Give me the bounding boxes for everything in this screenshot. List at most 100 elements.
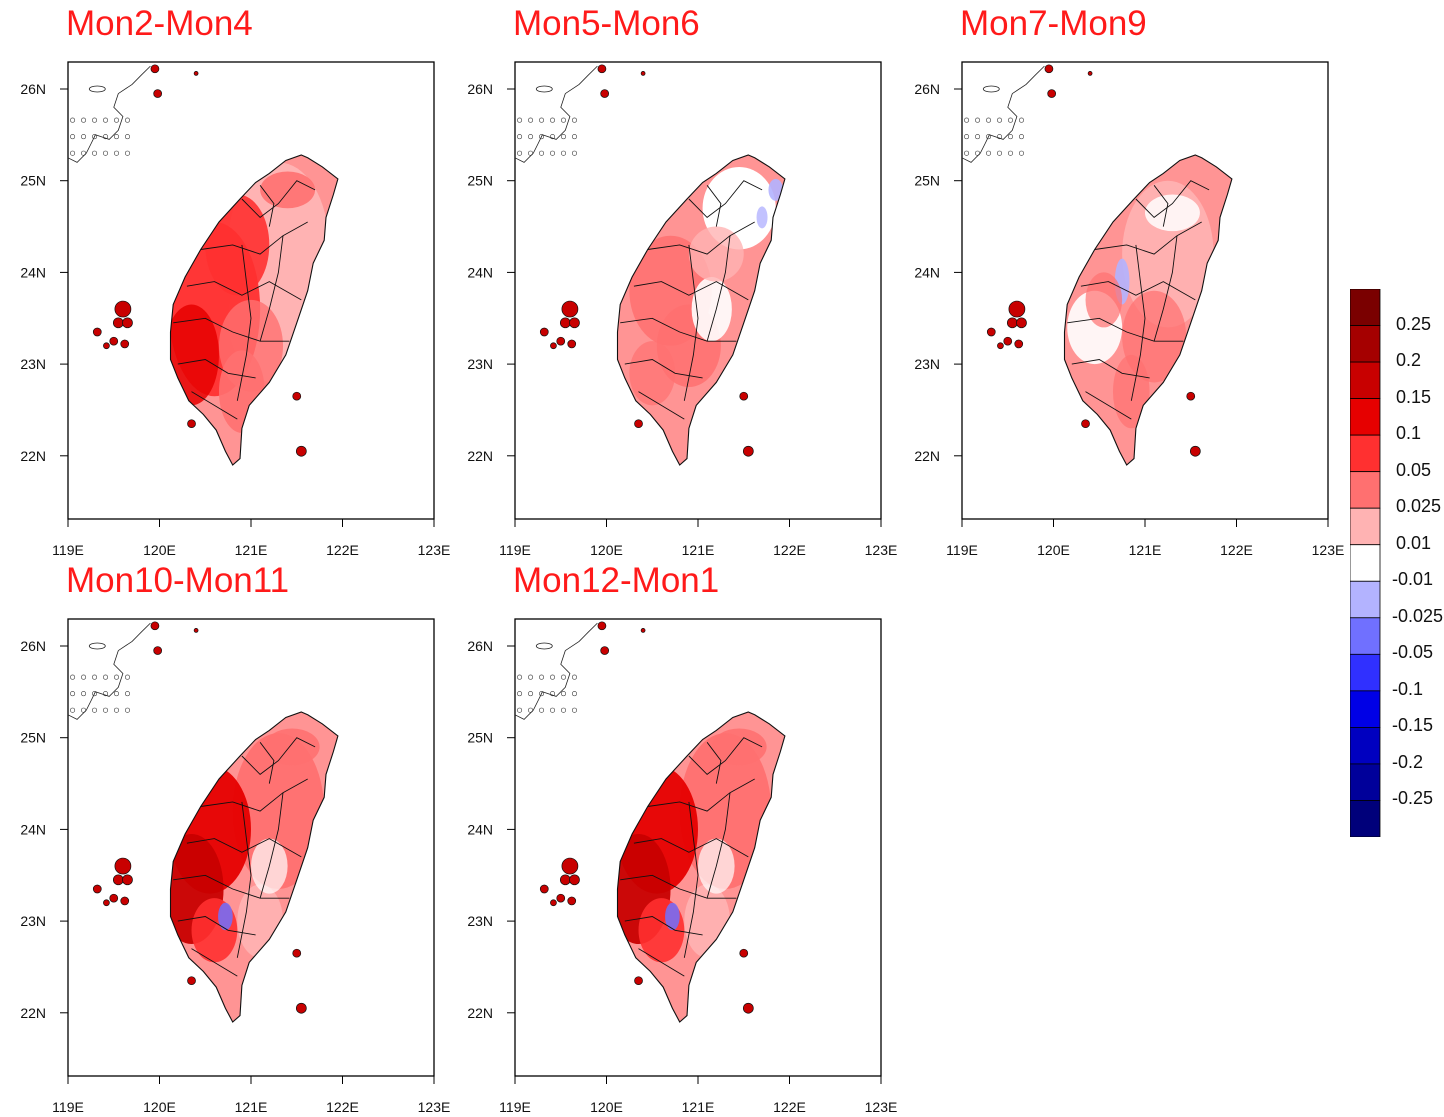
coastal-island	[539, 117, 545, 123]
island	[1087, 71, 1093, 76]
island	[103, 342, 110, 350]
coastal-island	[528, 707, 534, 713]
colorbar-label: 0.1	[1396, 423, 1422, 444]
island	[92, 884, 102, 894]
colorbar-label: 0.05	[1396, 459, 1432, 480]
coastal-island	[997, 117, 1003, 123]
island	[597, 621, 607, 631]
island	[92, 327, 102, 337]
coastal-island	[103, 134, 109, 140]
island	[112, 874, 124, 886]
y-tick-label: 26N	[467, 81, 493, 97]
anomaly-zone	[768, 178, 784, 201]
y-tick-label: 24N	[20, 264, 46, 280]
island	[1006, 317, 1018, 329]
colorbar-label: -0.01	[1392, 569, 1434, 590]
coastal-island	[1007, 150, 1013, 156]
coastal-island	[113, 674, 119, 680]
colorbar-swatch	[1350, 726, 1381, 765]
coastline	[616, 154, 786, 466]
coastal-island	[975, 134, 981, 140]
coastal-island	[560, 117, 566, 123]
coastal-island	[92, 691, 98, 697]
colorbar-swatch	[1350, 398, 1381, 436]
coastal-island	[997, 150, 1003, 156]
coastline	[1063, 154, 1233, 466]
anomaly-zone	[629, 341, 676, 406]
island	[634, 419, 643, 429]
map-frame: 119E 120E 121E 122E 123E 26N 25N 24N 23N 22N	[467, 618, 897, 1115]
anomaly-zone	[260, 171, 316, 209]
island	[561, 300, 579, 318]
island	[1186, 391, 1196, 401]
coastal-island	[539, 674, 545, 680]
county-boundary	[236, 244, 252, 401]
island	[597, 64, 607, 74]
coastal-island	[539, 691, 545, 697]
x-tick-label: 120E	[590, 542, 623, 558]
island	[103, 899, 110, 907]
x-tick-label: 122E	[773, 1099, 806, 1115]
island	[150, 621, 160, 631]
coastal-island	[1007, 117, 1013, 123]
coastal-island	[70, 691, 76, 697]
coastal-island	[539, 707, 545, 713]
island	[640, 628, 646, 633]
island	[1014, 339, 1024, 349]
y-tick-label: 25N	[914, 173, 940, 189]
island	[561, 857, 579, 875]
county-boundary	[706, 235, 731, 342]
county-boundary	[706, 185, 722, 227]
colorbar-swatches	[1350, 289, 1381, 837]
coastal-island	[550, 707, 556, 713]
county-boundary	[1085, 391, 1132, 420]
coastal-island	[124, 150, 130, 156]
county-boundary	[633, 281, 749, 301]
island	[1189, 445, 1201, 457]
colorbar-label: 0.025	[1396, 496, 1442, 517]
coastal-island	[986, 134, 992, 140]
county-boundary	[1153, 235, 1178, 342]
coastal-island	[81, 150, 87, 156]
colorbar-swatch	[1350, 800, 1381, 837]
coastal-island	[103, 674, 109, 680]
island	[1003, 336, 1013, 346]
coastal-island	[103, 150, 109, 156]
coastal-island	[1007, 134, 1013, 140]
y-tick-label: 23N	[467, 356, 493, 372]
island	[109, 893, 119, 903]
x-tick-label: 120E	[590, 1099, 623, 1115]
coastal-island	[113, 150, 119, 156]
y-tick-label: 25N	[20, 730, 46, 746]
colorbar-label: -0.2	[1392, 751, 1424, 772]
county-boundary	[191, 391, 238, 420]
island	[193, 628, 199, 633]
county-boundary	[620, 874, 737, 899]
mainland-coast	[514, 65, 598, 163]
coastal-island	[975, 150, 981, 156]
anomaly-zone	[756, 206, 768, 229]
anomaly-zone	[711, 728, 767, 766]
county-boundary	[173, 874, 290, 899]
coastal-island	[103, 707, 109, 713]
county-boundary	[683, 244, 699, 401]
y-tick-label: 22N	[467, 448, 493, 464]
county-boundary	[259, 185, 275, 227]
county-boundary	[638, 948, 685, 977]
county-boundary	[186, 281, 302, 301]
colorbar-label: -0.25	[1392, 788, 1434, 809]
county-boundary	[259, 235, 284, 342]
map-panel-5: Mon12-Mon1 119E 120E 121E 122E 123E 26N 25N 24N…	[447, 557, 897, 1115]
county-boundary	[200, 221, 308, 255]
island	[122, 874, 133, 886]
coastal-island	[517, 707, 523, 713]
map-panel-1: Mon2-Mon4 119E 120E 121E 122E 123E 26N 25N 24N 2…	[0, 0, 450, 558]
coastal-island	[81, 691, 87, 697]
y-tick-label: 26N	[467, 638, 493, 654]
coastal-island	[517, 674, 523, 680]
y-tick-label: 24N	[467, 821, 493, 837]
colorbar-label: -0.1	[1392, 678, 1424, 699]
coastal-island	[124, 707, 130, 713]
coastal-island	[964, 150, 970, 156]
coastal-island	[103, 117, 109, 123]
